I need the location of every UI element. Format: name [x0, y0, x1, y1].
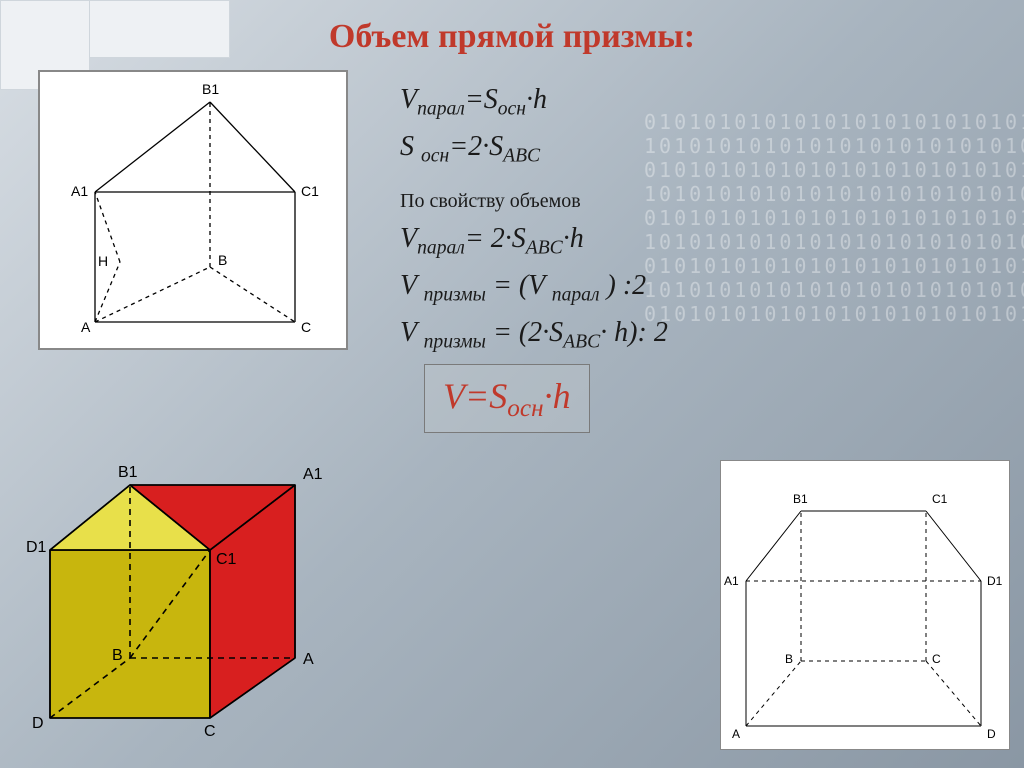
svg-text:C1: C1 — [216, 551, 237, 568]
formula-line-5: V призмы = (V парал ) :2 — [400, 264, 668, 311]
svg-text:A1: A1 — [724, 574, 739, 588]
svg-text:A: A — [303, 651, 314, 668]
svg-text:A1: A1 — [303, 466, 323, 483]
svg-text:B: B — [218, 252, 227, 268]
background-pattern: 0101010101010101010101010101 10101010101… — [644, 110, 1024, 370]
svg-text:B: B — [785, 652, 793, 666]
svg-text:D1: D1 — [26, 539, 47, 556]
formula-line-2: S осн=2·SABC — [400, 125, 668, 172]
svg-text:D: D — [987, 727, 996, 741]
svg-text:C: C — [932, 652, 941, 666]
diagram-trapezoid-prism: A B C D A1 B1 C1 D1 — [720, 460, 1010, 750]
svg-text:A1: A1 — [71, 183, 88, 199]
svg-text:C1: C1 — [301, 183, 319, 199]
page-title: Объем прямой призмы: — [0, 18, 1024, 56]
svg-text:B1: B1 — [793, 492, 808, 506]
svg-text:B1: B1 — [202, 81, 219, 97]
svg-text:C: C — [204, 723, 216, 740]
svg-text:C1: C1 — [932, 492, 948, 506]
formula-line-4: Vпарал= 2·SABC·h — [400, 217, 668, 264]
formula-line-6: V призмы = (2·SABC· h): 2 — [400, 311, 668, 358]
svg-text:D: D — [32, 715, 44, 732]
svg-text:C: C — [301, 319, 311, 335]
svg-text:D1: D1 — [987, 574, 1003, 588]
svg-text:B: B — [112, 647, 123, 664]
diagram-cube: A B C D A1 B1 C1 D1 — [20, 420, 355, 750]
formula-block: Vпарал=Sосн·h S осн=2·SABC По свойству о… — [400, 78, 668, 358]
svg-text:A: A — [732, 727, 740, 741]
svg-text:A: A — [81, 319, 91, 335]
svg-text:H: H — [98, 253, 108, 269]
formula-line-1: Vпарал=Sосн·h — [400, 78, 668, 125]
diagram-prism-top: A B C H A1 B1 C1 — [38, 70, 348, 350]
formula-note: По свойству объемов — [400, 186, 668, 217]
formula-final: V=Sосн·h — [424, 364, 590, 433]
svg-text:B1: B1 — [118, 464, 138, 481]
